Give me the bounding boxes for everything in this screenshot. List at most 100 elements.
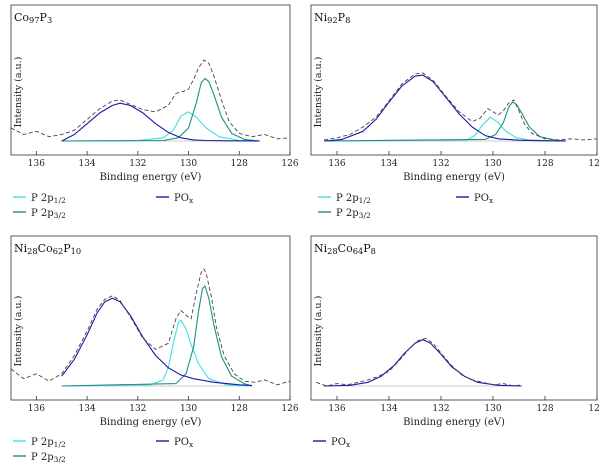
measured-envelope-line (10, 59, 291, 140)
legend-label-part: P 2p (31, 437, 54, 448)
series-line-1 (61, 77, 260, 142)
panel-title-part: 62 (53, 246, 64, 256)
plot-frame (310, 4, 598, 156)
chart-panel-1: Co97P3 Intensity (a.u.) 136 134 132 130 128 126… (10, 4, 299, 220)
x-tick-label: 130 (484, 159, 501, 169)
x-tick-label: 132 (129, 404, 146, 414)
panel-title-part: 64 (353, 246, 364, 256)
plot-frame (310, 235, 598, 401)
x-axis-label: Binding energy (eV) (100, 417, 202, 428)
legend-label-part: 1/2 (54, 196, 66, 205)
legend-label-part: x (489, 196, 494, 205)
panel-title-part: P (363, 242, 371, 255)
legend-item: P 2p1/2 (13, 193, 66, 205)
legend-label-part: 3/2 (359, 211, 371, 220)
y-axis-label: Intensity (a.u.) (313, 57, 324, 128)
y-axis-label: Intensity (a.u.) (13, 296, 24, 367)
legend-label-part: PO (331, 437, 346, 448)
panel-title-part: 3 (47, 15, 52, 25)
panel-title-part: 92 (327, 15, 338, 25)
x-axis-label: Binding energy (eV) (100, 172, 202, 183)
panel-title-part: Co (14, 11, 29, 24)
legend-item: P 2p3/2 (318, 208, 371, 220)
legend-label-part: 3/2 (54, 211, 66, 220)
legend-label: P 2p1/2 (31, 437, 66, 449)
panel-title-part: P (63, 242, 71, 255)
legend-item: POx (156, 437, 194, 449)
legend-label-part: PO (474, 193, 489, 204)
legend-label-part: P 2p (336, 208, 359, 219)
series-line-0 (323, 116, 566, 142)
panel-title-part: 8 (371, 246, 376, 256)
series-line-2 (323, 74, 566, 142)
legend-label: POx (331, 437, 351, 449)
legend-label: POx (174, 193, 194, 205)
legend-label-part: x (189, 196, 194, 205)
x-tick-label: 136 (328, 159, 345, 169)
panel-title-part: Co (38, 242, 53, 255)
measured-envelope-line (10, 268, 291, 386)
chart-panel-4: Ni28Co64P8 Intensity (a.u.) 136 134 132 130 12… (310, 235, 600, 449)
legend-label-part: 3/2 (54, 455, 66, 464)
x-tick-label: 126 (281, 159, 298, 169)
panel-title-part: 28 (327, 246, 338, 256)
y-axis-label: Intensity (a.u.) (313, 296, 324, 367)
legend-item: P 2p3/2 (13, 452, 66, 464)
panel-title-part: P (338, 11, 346, 24)
series-line-0 (61, 111, 260, 142)
series-line-2 (61, 297, 253, 386)
x-tick-label: 130 (484, 404, 501, 414)
panel-title-part: P (40, 11, 48, 24)
legend-item: POx (313, 437, 351, 449)
legend-label: P 2p1/2 (31, 193, 66, 205)
panel-title-part: 8 (345, 15, 350, 25)
panel-title-part: Co (338, 242, 353, 255)
series-line-1 (323, 101, 566, 142)
legend-label: P 2p3/2 (31, 208, 66, 220)
legend-item: P 2p1/2 (13, 437, 66, 449)
x-tick-label: 130 (180, 404, 197, 414)
legend-label: P 2p3/2 (31, 452, 66, 464)
legend-label-part: x (346, 440, 351, 449)
panel-title: Ni28Co62P10 (14, 242, 81, 256)
x-axis-label: Binding energy (eV) (403, 417, 505, 428)
measured-envelope-line (316, 337, 522, 387)
x-tick-label: 132 (129, 159, 146, 169)
legend-label-part: 1/2 (54, 440, 66, 449)
panel-title: Ni28Co64P8 (314, 242, 376, 256)
series-line-2 (61, 102, 260, 142)
legend-label-part: P 2p (31, 208, 54, 219)
chart-panel-2: Ni92P8 Intensity (a.u.) 136 134 132 130 128 126… (310, 4, 600, 220)
x-tick-label: 134 (380, 404, 397, 414)
legend-label-part: P 2p (31, 452, 54, 463)
x-tick-label: 128 (231, 159, 248, 169)
panel-title-part: 10 (71, 246, 82, 256)
plot-frame (10, 235, 291, 401)
series-line-1 (61, 285, 253, 387)
series-line-0 (61, 319, 253, 387)
legend-item: P 2p1/2 (318, 193, 371, 205)
y-axis-label: Intensity (a.u.) (13, 57, 24, 128)
legend-label-part: P 2p (31, 193, 54, 204)
x-tick-label: 134 (78, 159, 95, 169)
legend-label: P 2p3/2 (336, 208, 371, 220)
x-tick-label: 134 (78, 404, 95, 414)
panel-title-part: Ni (314, 11, 328, 24)
legend-label-part: PO (174, 193, 189, 204)
plot-frame (10, 4, 291, 156)
series-line-0 (323, 339, 522, 387)
panel-title: Co97P3 (14, 11, 52, 25)
x-tick-label: 136 (28, 159, 45, 169)
legend-label-part: P 2p (336, 193, 359, 204)
legend-label: POx (174, 437, 194, 449)
panel-title-part: Ni (14, 242, 28, 255)
x-tick-label: 128 (536, 159, 553, 169)
panel-title-part: Ni (314, 242, 328, 255)
legend-label-part: 1/2 (359, 196, 371, 205)
measured-envelope-line (323, 72, 598, 141)
legend-label: POx (474, 193, 494, 205)
x-tick-label: 136 (28, 404, 45, 414)
x-tick-label: 136 (328, 404, 345, 414)
x-tick-label: 134 (380, 159, 397, 169)
